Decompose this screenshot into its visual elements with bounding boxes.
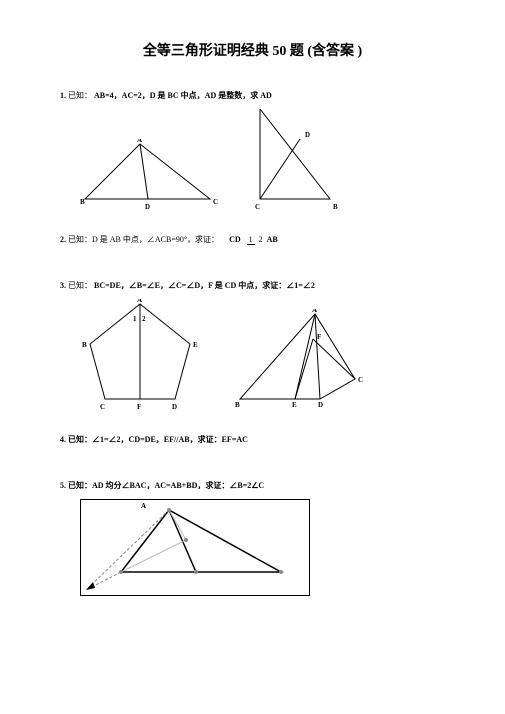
spacer-2 xyxy=(60,465,445,480)
svg-text:A: A xyxy=(141,502,146,510)
svg-text:E: E xyxy=(292,401,297,409)
svg-text:1: 1 xyxy=(133,315,137,323)
svg-text:F: F xyxy=(137,403,141,411)
doc-title: 全等三角形证明经典 50 题 (含答案 ) xyxy=(60,40,445,60)
p2-frac-num: 1 xyxy=(247,235,255,245)
svg-text:F: F xyxy=(317,333,321,341)
svg-text:D: D xyxy=(318,401,323,409)
p3-num: 3. xyxy=(60,281,66,290)
svg-text:B: B xyxy=(82,341,87,349)
problem-4: 4. 已知：∠1=∠2，CD=DE，EF//AB，求证：EF=AC xyxy=(60,434,445,445)
p3-prefix: 已知： xyxy=(68,281,92,290)
p4-cond: 已知：∠1=∠2，CD=DE，EF//AB，求证：EF=AC xyxy=(68,435,248,444)
svg-text:E: E xyxy=(193,341,198,349)
svg-text:C: C xyxy=(100,403,105,411)
diagram-row-3: A B E C D F 1 2 A B xyxy=(60,299,445,414)
problem-3-text: 3. 已知： BC=DE，∠B=∠E，∠C=∠D，F 是 CD 中点，求证：∠1… xyxy=(60,280,445,291)
problem-1: 1. 已知： AB=4，AC=2，D 是 BC 中点，AD 是整数，求 AD A… xyxy=(60,90,445,214)
spacer xyxy=(60,265,445,280)
p1-num: 1. xyxy=(60,91,66,100)
problem-2: 2. 已知：D 是 AB 中点，∠ACB=90°，求证： CD 1 2 AB xyxy=(60,234,445,245)
svg-text:B: B xyxy=(235,401,240,409)
svg-text:C: C xyxy=(255,203,260,211)
diagram-3b: A B E D C F xyxy=(235,309,365,414)
problem-5-text: 5. 已知：AD 均分∠BAC，AC=AB+BD，求证：∠B=2∠C xyxy=(60,480,445,491)
problem-3: 3. 已知： BC=DE，∠B=∠E，∠C=∠D，F 是 CD 中点，求证：∠1… xyxy=(60,280,445,414)
svg-text:C: C xyxy=(358,376,363,384)
svg-text:D: D xyxy=(305,131,310,139)
p1-prefix: 已知： xyxy=(68,91,92,100)
p2-ab: AB xyxy=(267,235,278,244)
page: 全等三角形证明经典 50 题 (含答案 ) 1. 已知： AB=4，AC=2，D… xyxy=(0,0,505,714)
diagram-1b: D C B xyxy=(250,109,345,214)
problem-2-text: 2. 已知：D 是 AB 中点，∠ACB=90°，求证： CD 1 2 AB xyxy=(60,234,445,245)
svg-text:A: A xyxy=(137,299,142,304)
svg-text:B: B xyxy=(80,198,85,206)
p4-num: 4. xyxy=(60,435,66,444)
p2-cd: CD xyxy=(229,235,241,244)
svg-text:D: D xyxy=(145,203,150,211)
problem-4-text: 4. 已知：∠1=∠2，CD=DE，EF//AB，求证：EF=AC xyxy=(60,434,445,445)
svg-text:D: D xyxy=(172,403,177,411)
p5-num: 5. xyxy=(60,481,66,490)
svg-text:C: C xyxy=(213,198,218,206)
problem-1-text: 1. 已知： AB=4，AC=2，D 是 BC 中点，AD 是整数，求 AD xyxy=(60,90,445,101)
p1-cond: AB=4，AC=2，D 是 BC 中点，AD 是整数，求 AD xyxy=(94,91,272,100)
p2-num: 2. xyxy=(60,235,66,244)
diagram-3a: A B E C D F 1 2 xyxy=(80,299,205,414)
diagram-5: A xyxy=(80,499,310,596)
svg-text:A: A xyxy=(137,139,142,144)
svg-text:2: 2 xyxy=(142,315,146,323)
svg-text:B: B xyxy=(333,203,338,211)
p5-cond: 已知：AD 均分∠BAC，AC=AB+BD，求证：∠B=2∠C xyxy=(68,481,264,490)
diagram-1a: A B C D xyxy=(80,139,220,214)
diagram-row-1: A B C D D C B xyxy=(60,109,445,214)
p2-frac-den: 2 xyxy=(257,235,265,244)
p2-fraction: 1 2 xyxy=(247,236,265,244)
p2-body: 已知：D 是 AB 中点，∠ACB=90°，求证： xyxy=(68,235,219,244)
p3-cond: BC=DE，∠B=∠E，∠C=∠D，F 是 CD 中点，求证：∠1=∠2 xyxy=(94,281,315,290)
problem-5: 5. 已知：AD 均分∠BAC，AC=AB+BD，求证：∠B=2∠C xyxy=(60,480,445,596)
svg-text:A: A xyxy=(312,309,317,314)
